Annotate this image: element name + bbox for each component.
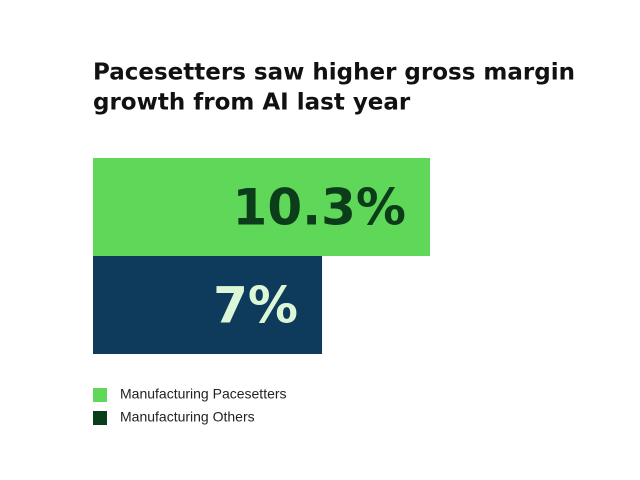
legend-label: Manufacturing Pacesetters <box>120 386 287 402</box>
legend-swatch <box>93 411 107 425</box>
value-label: 7% <box>213 277 298 335</box>
chart-title: Pacesetters saw higher gross margin <box>93 60 575 86</box>
legend-swatch <box>93 388 107 402</box>
value-label: 10.3% <box>233 179 406 237</box>
bar <box>93 256 323 354</box>
bar <box>93 158 430 256</box>
legend-label: Manufacturing Others <box>120 409 255 425</box>
chart-title: growth from AI last year <box>93 90 411 116</box>
